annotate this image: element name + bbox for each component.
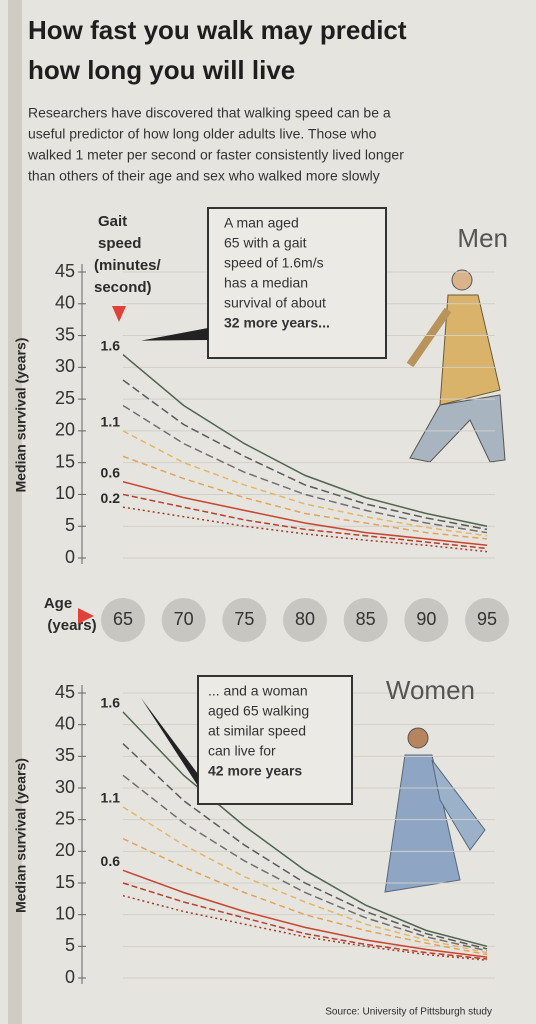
series-label: 1.6 — [101, 337, 121, 353]
callout-box — [207, 207, 387, 359]
age-badge — [404, 598, 449, 642]
y-tick-label: 15 — [55, 451, 75, 471]
callout-text: ... and a woman — [208, 683, 308, 699]
series-label: 0.6 — [101, 464, 121, 480]
x-tick-label: 95 — [477, 609, 497, 629]
y-tick-label: 40 — [55, 713, 75, 733]
callout-text-bold: 32 more years... — [224, 315, 330, 331]
callout-box — [197, 675, 353, 805]
series-line — [122, 493, 488, 550]
y-tick-label: 5 — [65, 515, 75, 535]
legend-title: (minutes/ — [94, 257, 162, 274]
series-line — [122, 882, 488, 960]
y-tick-label: 30 — [55, 356, 75, 376]
age-badge — [343, 598, 388, 642]
y-tick-label: 0 — [65, 547, 75, 567]
series-line — [122, 869, 488, 958]
callout-pointer — [141, 328, 208, 341]
series-line — [122, 774, 488, 952]
series-line — [122, 711, 488, 948]
x-tick-label: 85 — [356, 609, 376, 629]
y-tick-label: 25 — [55, 388, 75, 408]
series-label: 1.1 — [101, 414, 121, 430]
series-line — [122, 379, 488, 531]
series-line — [122, 506, 488, 553]
age-badge — [161, 598, 206, 642]
chart-title: Women — [386, 675, 475, 705]
subtitle: than others of their age and sex who wal… — [28, 168, 380, 184]
subtitle: Researchers have discovered that walking… — [28, 105, 391, 121]
y-tick-label: 30 — [55, 777, 75, 797]
series-label: 0.2 — [101, 490, 121, 506]
age-badge — [465, 598, 509, 642]
series-line — [122, 894, 488, 962]
x-tick-label: 75 — [234, 609, 254, 629]
legend-title: speed — [98, 235, 141, 252]
men-figure — [406, 269, 506, 463]
callout-text: aged 65 walking — [208, 703, 309, 719]
x-axis-label: Age — [44, 595, 72, 612]
y-tick-label: 10 — [55, 903, 75, 923]
series-line — [122, 806, 488, 954]
series-label: 0.6 — [101, 853, 121, 869]
age-badge — [101, 598, 145, 642]
callout-text: at similar speed — [208, 723, 306, 739]
y-axis-label: Median survival (years) — [13, 758, 29, 913]
y-tick-label: 5 — [65, 935, 75, 955]
legend-title: Gait — [98, 213, 127, 230]
callout-pointer — [141, 698, 198, 786]
series-line — [122, 455, 488, 540]
women-figure — [384, 727, 486, 893]
series-line — [122, 743, 488, 950]
legend-title: second) — [94, 279, 152, 296]
y-tick-label: 10 — [55, 483, 75, 503]
series-line — [122, 481, 488, 547]
title: how long you will live — [28, 55, 295, 85]
chart-title: Men — [457, 223, 508, 253]
y-axis-label: Median survival (years) — [13, 338, 29, 493]
series-label: 1.1 — [101, 790, 121, 806]
age-badge — [283, 598, 327, 642]
x-tick-label: 90 — [416, 609, 436, 629]
callout-text: A man aged — [224, 215, 299, 231]
x-axis-label: (years) — [47, 617, 96, 634]
y-tick-label: 35 — [55, 745, 75, 765]
source: Source: University of Pittsburgh study — [325, 1007, 492, 1018]
series-label: 1.6 — [101, 695, 121, 711]
marker — [78, 608, 94, 624]
title: How fast you walk may predict — [28, 15, 407, 45]
series-line — [122, 354, 488, 527]
y-tick-label: 20 — [55, 840, 75, 860]
y-tick-label: 15 — [55, 872, 75, 892]
marker — [112, 306, 126, 322]
callout-text: 65 with a gait — [224, 235, 307, 251]
y-tick-label: 25 — [55, 808, 75, 828]
subtitle: walked 1 meter per second or faster cons… — [27, 147, 404, 163]
callout-text: has a median — [224, 275, 308, 291]
y-tick-label: 40 — [55, 293, 75, 313]
x-tick-label: 70 — [174, 609, 194, 629]
y-tick-label: 45 — [55, 682, 75, 702]
callout-text: survival of about — [224, 295, 326, 311]
x-tick-label: 65 — [113, 609, 133, 629]
subtitle: useful predictor of how long older adult… — [28, 126, 377, 142]
y-tick-label: 20 — [55, 420, 75, 440]
series-line — [122, 430, 488, 537]
callout-text: speed of 1.6m/s — [224, 255, 324, 271]
x-tick-label: 80 — [295, 609, 315, 629]
y-tick-label: 0 — [65, 967, 75, 987]
y-tick-label: 45 — [55, 261, 75, 281]
age-badge — [222, 598, 267, 642]
callout-text: can live for — [208, 743, 276, 759]
series-line — [122, 404, 488, 534]
margin — [8, 0, 22, 1024]
y-tick-label: 35 — [55, 324, 75, 344]
series-line — [122, 837, 488, 956]
callout-text-bold: 42 more years — [208, 763, 302, 779]
